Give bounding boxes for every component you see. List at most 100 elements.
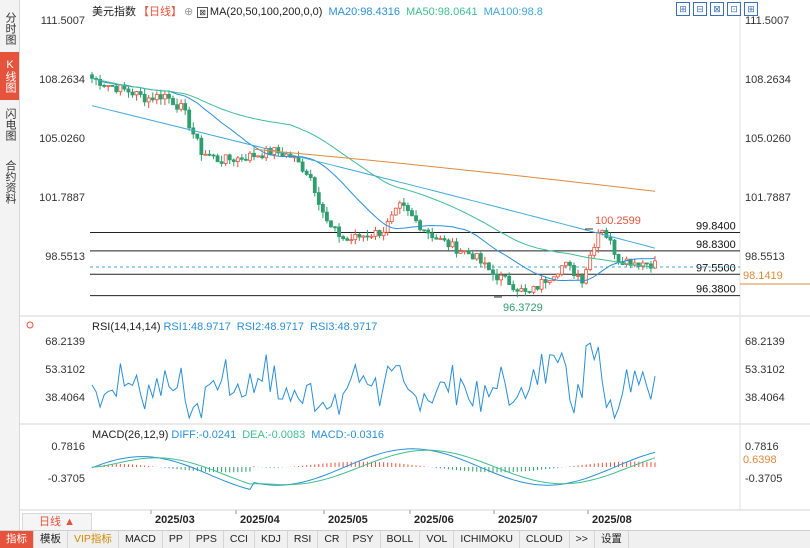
tab-vip-indicators[interactable]: VIP指标 bbox=[68, 531, 119, 548]
candle-body bbox=[235, 157, 240, 162]
candle-body bbox=[543, 279, 548, 283]
tab-kline[interactable]: K线图 bbox=[0, 52, 19, 100]
tab-pps[interactable]: PPS bbox=[190, 531, 224, 548]
macd-dea-value: DEA:-0.0083 bbox=[242, 429, 306, 441]
tab-indicators[interactable]: 指标 bbox=[0, 531, 34, 548]
ma20-line bbox=[91, 77, 656, 282]
reset-icon[interactable]: ⊠ bbox=[710, 2, 724, 16]
candle-body bbox=[584, 269, 589, 284]
price-tick-label-right: 101.7887 bbox=[745, 192, 791, 204]
rsi-tick-label-left: 38.4064 bbox=[45, 392, 85, 404]
tab-psy[interactable]: PSY bbox=[347, 531, 381, 548]
candle-body bbox=[316, 192, 321, 205]
candle-body bbox=[308, 174, 313, 179]
price-tick-label-right: 105.0260 bbox=[745, 133, 791, 145]
tab-cr[interactable]: CR bbox=[318, 531, 347, 548]
tab-boll[interactable]: BOLL bbox=[381, 531, 421, 548]
candle-body bbox=[397, 202, 402, 209]
tab-templates[interactable]: 模板 bbox=[34, 531, 68, 548]
settings-button[interactable]: 设置 bbox=[595, 531, 629, 548]
candle-body bbox=[389, 214, 394, 222]
zoom-out-icon[interactable]: ⊟ bbox=[693, 2, 707, 16]
price-tick-label-right: 108.2634 bbox=[745, 74, 791, 86]
candle-body bbox=[183, 103, 188, 111]
candle-body bbox=[410, 210, 414, 217]
candle-body bbox=[644, 262, 649, 265]
rsi2-value: RSI2:48.9717 bbox=[236, 321, 305, 333]
candle-body bbox=[312, 177, 317, 194]
candle-body bbox=[385, 221, 390, 233]
candle-body bbox=[276, 147, 281, 154]
ma200-line bbox=[254, 148, 656, 192]
tab-cloud[interactable]: CLOUD bbox=[520, 531, 570, 548]
candle-body bbox=[535, 286, 540, 290]
price-level-label: 99.8400 bbox=[696, 221, 736, 233]
current-price-label: 98.1419 bbox=[743, 270, 783, 282]
candle-body bbox=[304, 170, 309, 175]
candle-body bbox=[466, 250, 471, 255]
candle-body bbox=[519, 288, 524, 292]
ma-icon[interactable]: ⊠ bbox=[197, 7, 208, 18]
macd-dea-line bbox=[91, 449, 656, 486]
candle-body bbox=[349, 239, 354, 242]
candle-body bbox=[442, 238, 447, 241]
candle-body bbox=[134, 91, 139, 96]
price-level-label: 97.5500 bbox=[696, 262, 736, 274]
left-nav: 分时图 K线图 闪电图 合约资料 bbox=[0, 0, 20, 530]
tab-kdj[interactable]: KDJ bbox=[255, 531, 288, 548]
candle-body bbox=[292, 156, 297, 159]
layout-icon[interactable]: ⊞ bbox=[744, 2, 758, 16]
candle-body bbox=[175, 104, 179, 110]
candle-body bbox=[458, 250, 463, 254]
candle-body bbox=[207, 153, 212, 156]
candle-body bbox=[171, 97, 175, 106]
more-button[interactable]: >> bbox=[570, 531, 595, 548]
fullscreen-icon[interactable]: ⊡ bbox=[727, 2, 741, 16]
candle-body bbox=[373, 230, 378, 237]
tab-macd[interactable]: MACD bbox=[119, 531, 163, 548]
rsi-tick-label-left: 53.3102 bbox=[45, 364, 85, 376]
tab-contract-info[interactable]: 合约资料 bbox=[4, 160, 16, 204]
rsi-legend: RSI(14,14,14) RSI1:48.9717 RSI2:48.9717 RSI… bbox=[92, 321, 383, 333]
candle-body bbox=[163, 93, 167, 100]
candle-body bbox=[337, 226, 341, 237]
candle-body bbox=[203, 153, 208, 156]
period-selector[interactable]: 日线 ▲ bbox=[22, 513, 92, 531]
time-tick-label: 2025/04 bbox=[240, 514, 281, 526]
main-legend: 美元指数 【日线】 ⊕ ⊠ MA(20,50,100,200,0,0) MA20:98.4… bbox=[92, 3, 549, 19]
candle-body bbox=[624, 258, 629, 265]
candle-body bbox=[215, 155, 220, 163]
candle-body bbox=[325, 211, 329, 222]
candle-body bbox=[219, 161, 224, 164]
tab-pp[interactable]: PP bbox=[163, 531, 190, 548]
candle-body bbox=[474, 253, 479, 260]
candle-body bbox=[167, 93, 171, 99]
tab-cci[interactable]: CCI bbox=[224, 531, 255, 548]
candle-body bbox=[110, 85, 115, 87]
tab-ichimoku[interactable]: ICHIMOKU bbox=[454, 531, 520, 548]
candle-body bbox=[369, 235, 374, 238]
macd-legend: MACD(26,12,9) DIFF:-0.0241 DEA:-0.0083 MACD… bbox=[92, 429, 390, 441]
candle-body bbox=[612, 239, 617, 255]
tab-rsi[interactable]: RSI bbox=[288, 531, 319, 548]
zoom-in-icon[interactable]: ⊞ bbox=[676, 2, 690, 16]
kline-chart[interactable]: 111.5007 111.5007 108.2634 108.2634 105.0260… bbox=[0, 0, 810, 530]
macd-params: MACD(26,12,9) bbox=[92, 429, 169, 441]
candle-body bbox=[158, 94, 163, 100]
tab-lightning[interactable]: 闪电图 bbox=[4, 107, 16, 141]
price-tick-label-right: 98.5513 bbox=[745, 251, 785, 263]
candle-body bbox=[223, 154, 228, 164]
candle-body bbox=[478, 253, 483, 264]
ma100-line bbox=[91, 105, 656, 249]
candle-body bbox=[114, 85, 119, 93]
settings-icon[interactable]: ⊕ bbox=[184, 6, 194, 18]
tab-time-share[interactable]: 分时图 bbox=[4, 11, 16, 45]
tab-vol[interactable]: VOL bbox=[420, 531, 455, 548]
candle-body bbox=[418, 220, 422, 231]
candle-body bbox=[470, 253, 475, 260]
candle-body bbox=[106, 85, 111, 87]
candle-body bbox=[288, 153, 293, 158]
price-tick-label-left: 98.5513 bbox=[45, 251, 85, 263]
candle-body bbox=[608, 236, 613, 241]
candle-body bbox=[596, 231, 601, 248]
